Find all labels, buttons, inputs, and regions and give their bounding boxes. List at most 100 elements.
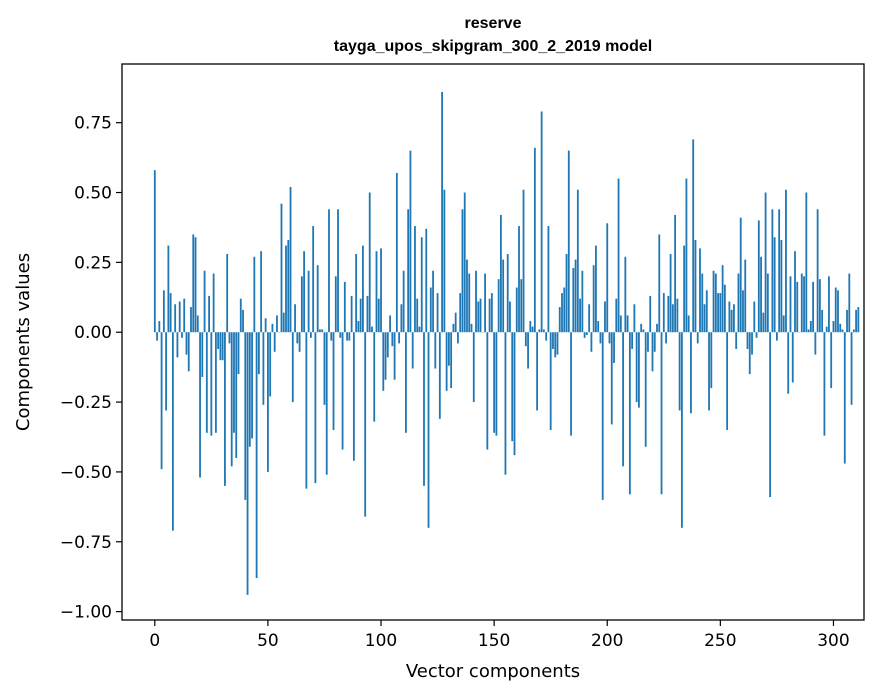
bar-127 — [441, 91, 444, 333]
bar-276 — [778, 209, 781, 333]
bar-67 — [305, 332, 308, 489]
bar-252 — [723, 284, 726, 333]
bar-100 — [380, 248, 382, 333]
bar-14 — [185, 332, 188, 355]
bar-158 — [511, 332, 514, 442]
bar-107 — [395, 172, 398, 333]
bar-277 — [780, 240, 783, 333]
bar-250 — [719, 293, 722, 333]
bar-181 — [563, 287, 566, 333]
chart-title-line1: reserve — [465, 15, 522, 32]
bar-144 — [479, 298, 482, 333]
bar-303 — [839, 323, 842, 333]
bar-124 — [434, 332, 437, 369]
bar-81 — [337, 209, 339, 333]
bar-24 — [208, 295, 210, 333]
bar-184 — [570, 332, 572, 436]
bar-68 — [307, 270, 310, 333]
bar-21 — [201, 332, 204, 377]
bar-300 — [832, 321, 835, 333]
bar-272 — [769, 332, 772, 498]
bar-223 — [658, 234, 661, 333]
bar-178 — [556, 332, 559, 355]
bar-159 — [513, 332, 516, 456]
bar-257 — [735, 332, 738, 349]
bar-249 — [717, 293, 719, 333]
bar-311 — [857, 307, 860, 333]
bar-161 — [518, 226, 520, 333]
bar-254 — [728, 301, 731, 333]
bar-243 — [703, 304, 706, 333]
bar-9 — [174, 304, 177, 333]
bar-129 — [445, 332, 448, 391]
bar-3 — [160, 332, 163, 470]
bar-121 — [427, 332, 430, 528]
bar-113 — [409, 150, 412, 333]
bar-51 — [269, 332, 272, 397]
bar-119 — [423, 332, 425, 486]
bar-109 — [400, 304, 403, 333]
bar-69 — [309, 332, 312, 338]
bar-148 — [488, 298, 491, 333]
bar-128 — [443, 189, 446, 333]
bar-78 — [330, 332, 333, 341]
bar-83 — [341, 332, 344, 450]
bar-13 — [183, 298, 186, 333]
bar-115 — [414, 226, 416, 333]
bar-292 — [814, 332, 817, 355]
bar-290 — [809, 321, 812, 333]
bar-263 — [748, 332, 751, 375]
bar-302 — [837, 290, 839, 333]
bar-227 — [667, 295, 670, 333]
bar-206 — [619, 315, 622, 333]
bar-16 — [190, 307, 192, 333]
bar-241 — [699, 248, 701, 333]
bar-255 — [730, 309, 733, 333]
y-tick-label: −1.00 — [60, 603, 112, 623]
bar-260 — [742, 290, 744, 333]
bar-6 — [167, 245, 170, 333]
bar-5 — [165, 332, 168, 411]
bar-204 — [615, 298, 618, 333]
bar-23 — [205, 332, 208, 433]
bar-147 — [486, 332, 489, 450]
bar-56 — [280, 203, 283, 333]
bar-226 — [665, 332, 667, 344]
bar-31 — [224, 332, 226, 486]
bar-66 — [303, 251, 306, 333]
bar-112 — [407, 209, 410, 333]
bar-series — [153, 91, 860, 595]
bar-39 — [242, 309, 244, 333]
bar-197 — [599, 332, 602, 344]
bar-103 — [386, 332, 389, 358]
bar-72 — [316, 265, 319, 333]
bar-58 — [285, 245, 287, 333]
bar-166 — [529, 321, 532, 333]
bar-146 — [484, 273, 486, 333]
x-tick-label: 200 — [591, 631, 623, 651]
bar-192 — [588, 304, 591, 333]
bar-176 — [552, 332, 554, 349]
x-tick-label: 0 — [149, 631, 160, 651]
bar-114 — [411, 332, 414, 369]
bar-189 — [581, 270, 584, 333]
bar-25 — [210, 332, 213, 436]
bar-279 — [785, 189, 787, 333]
bar-150 — [493, 332, 496, 433]
bar-256 — [733, 304, 735, 333]
bar-188 — [579, 298, 581, 333]
bar-10 — [176, 332, 179, 358]
bar-309 — [852, 329, 855, 333]
bar-201 — [608, 332, 611, 344]
bar-310 — [855, 309, 857, 333]
bar-85 — [346, 332, 348, 341]
bar-202 — [610, 332, 613, 425]
bar-91 — [359, 298, 362, 333]
bar-143 — [477, 301, 480, 333]
bar-40 — [244, 332, 247, 500]
bar-295 — [821, 309, 824, 333]
bar-210 — [628, 332, 631, 495]
chart-title-line2: tayga_upos_skipgram_300_2_2019 model — [334, 38, 652, 55]
bar-30 — [221, 332, 224, 361]
